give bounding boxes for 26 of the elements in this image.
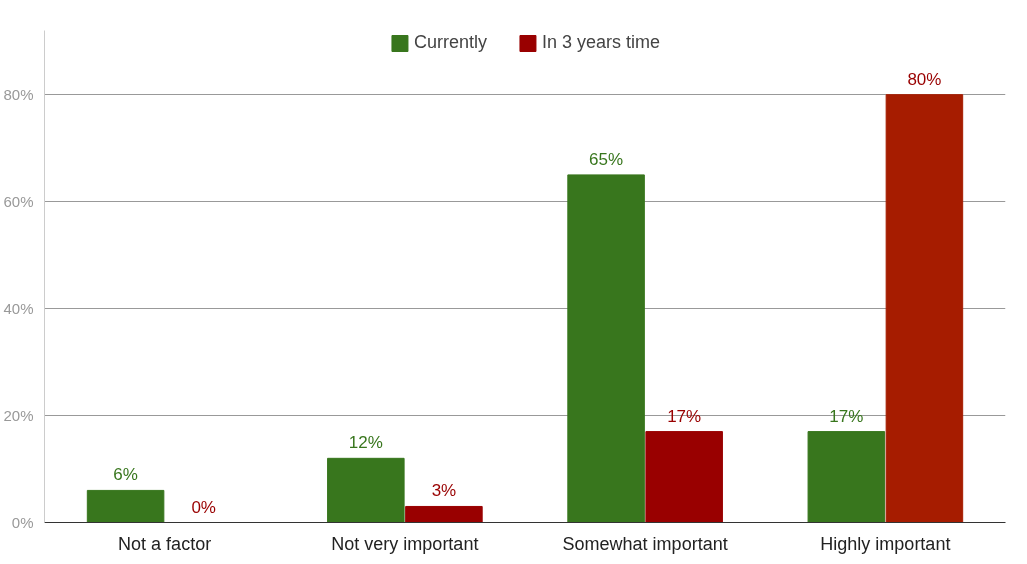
data-label: 0% <box>191 497 216 517</box>
data-label: 3% <box>431 481 457 501</box>
bar <box>567 174 645 523</box>
y-tick-label: 40% <box>3 300 34 318</box>
x-tick-label: Somewhat important <box>562 533 728 554</box>
legend-label: In 3 years time <box>541 32 661 53</box>
bar <box>86 489 165 523</box>
x-tick-label: Highly important <box>820 533 951 554</box>
y-tick-label: 0% <box>11 514 34 531</box>
data-label: 17% <box>667 406 702 426</box>
bar <box>327 457 405 523</box>
bar <box>807 431 886 523</box>
x-tick-label: Not a factor <box>118 533 212 554</box>
data-label: 6% <box>113 465 138 485</box>
data-label: 65% <box>589 149 624 169</box>
bar <box>645 431 723 523</box>
bar <box>405 505 483 523</box>
y-tick-label: 80% <box>3 86 34 104</box>
y-tick-label: 60% <box>3 193 34 211</box>
data-label: 17% <box>829 406 864 426</box>
data-label: 80% <box>907 69 942 89</box>
data-label: 12% <box>348 433 383 453</box>
y-tick-label: 20% <box>3 407 34 425</box>
x-tick-label: Not very important <box>331 533 479 554</box>
legend-label: Currently <box>413 32 487 53</box>
bar <box>885 94 964 523</box>
